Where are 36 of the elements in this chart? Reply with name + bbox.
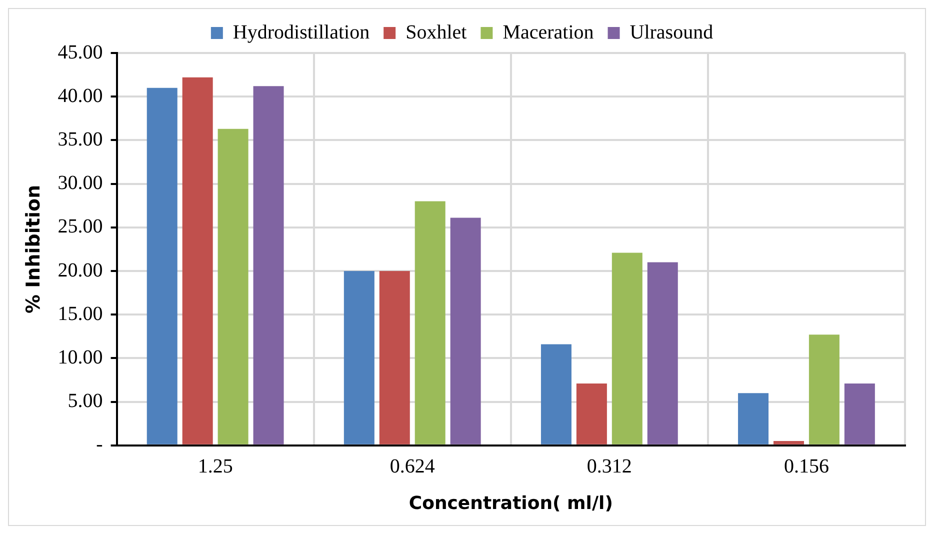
bar (540, 344, 572, 444)
bar (844, 383, 875, 444)
y-tick-label: 40.00 (58, 84, 103, 107)
y-tick-label: 45.00 (58, 41, 103, 64)
y-axis-title: % Inhibition (22, 184, 44, 314)
y-tick-label: 25.00 (58, 216, 103, 238)
bar (218, 128, 248, 444)
y-tick-label: 30.00 (58, 172, 103, 194)
bar (344, 271, 374, 444)
x-axis-title: Concentration( ml/l) (408, 492, 613, 514)
x-tick-label: 0.624 (390, 456, 435, 478)
x-tick-label: 0.156 (784, 456, 829, 478)
bar (612, 252, 642, 444)
bar (576, 383, 607, 444)
x-tick-label: 0.312 (586, 456, 632, 478)
y-tick-label: 35.00 (58, 128, 103, 150)
bar (146, 88, 178, 444)
y-tick-label: 20.00 (58, 259, 103, 282)
bar (379, 271, 410, 444)
bar (182, 77, 213, 444)
bar (414, 201, 446, 444)
bar (253, 86, 284, 444)
y-tick-label: 5.00 (68, 390, 103, 412)
legend-label: Hydrodistillation (232, 21, 370, 44)
legend-label: Maceration (502, 21, 594, 44)
legend-label: Ulrasound (630, 21, 714, 44)
y-tick-label: - (96, 434, 103, 456)
legend-label: Soxhlet (406, 21, 468, 44)
x-tick-label: 1.25 (198, 456, 233, 478)
y-tick-label: 15.00 (58, 302, 103, 325)
bar (773, 441, 804, 444)
bar (738, 393, 769, 444)
bar (647, 262, 678, 444)
y-tick-label: 10.00 (58, 346, 103, 368)
bar (450, 218, 481, 444)
bar (808, 334, 840, 444)
